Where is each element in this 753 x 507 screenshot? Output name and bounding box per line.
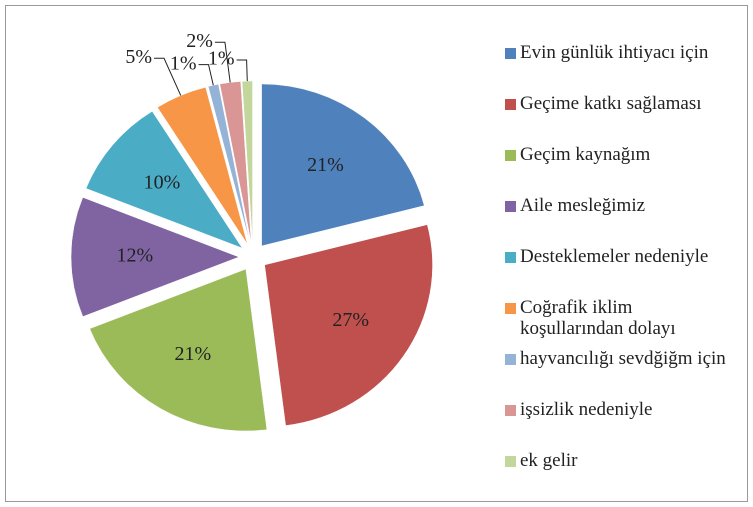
data-label: 10%: [144, 172, 181, 194]
legend-swatch: [505, 150, 516, 161]
legend-label: Evin günlük ihtiyacı için: [520, 42, 709, 63]
pie-slice: [85, 110, 243, 249]
legend-item: işsizlik nedeniyle: [505, 399, 735, 450]
legend-item: Aile mesleğimiz: [505, 195, 735, 246]
legend-swatch: [505, 405, 516, 416]
legend-label: Desteklemeler nedeniyle: [520, 246, 709, 267]
pie-slice: [89, 268, 268, 432]
data-label: 1%: [170, 52, 197, 74]
data-label: 21%: [307, 154, 344, 176]
pie-slice: [70, 197, 240, 317]
pie-slice: [219, 81, 252, 244]
legend-label: Geçim kaynağım: [520, 144, 651, 165]
leader-line: [236, 59, 248, 82]
legend-item: hayvancılığı sevdğiğm için: [505, 348, 735, 399]
legend-item: Coğrafik iklim koşullarından dolayı: [505, 297, 735, 348]
legend-label: işsizlik nedeniyle: [520, 399, 653, 420]
legend-item: Geçim kaynağım: [505, 144, 735, 195]
legend-item: ek gelir: [505, 450, 735, 501]
pie-slice: [157, 86, 248, 245]
legend-label: hayvancılığı sevdğiğm için: [520, 348, 726, 369]
legend-swatch: [505, 354, 516, 365]
leader-line: [214, 41, 231, 83]
legend-label: Aile mesleğimiz: [520, 195, 646, 216]
legend-label: Geçime katkı sağlaması: [520, 93, 702, 114]
pie-slice: [264, 224, 433, 426]
data-label: 27%: [332, 309, 369, 331]
legend: Evin günlük ihtiyacı için Geçime katkı sa…: [505, 42, 735, 501]
legend-item: Geçime katkı sağlaması: [505, 93, 735, 144]
data-label: 21%: [175, 343, 212, 365]
legend-label: ek gelir: [520, 450, 578, 471]
legend-swatch: [505, 456, 516, 467]
legend-swatch: [505, 201, 516, 212]
data-label: 1%: [208, 48, 235, 70]
legend-swatch: [505, 48, 516, 59]
data-label: 5%: [125, 46, 152, 68]
legend-swatch: [505, 252, 516, 263]
legend-item: Evin günlük ihtiyacı için: [505, 42, 735, 93]
legend-item: Desteklemeler nedeniyle: [505, 246, 735, 297]
legend-label: Coğrafik iklim koşullarından dolayı: [520, 297, 676, 339]
legend-swatch: [505, 303, 516, 314]
leader-line: [198, 64, 214, 86]
pie-slice: [261, 83, 425, 247]
leader-line: [154, 57, 182, 96]
data-label: 2%: [186, 30, 213, 52]
legend-swatch: [505, 99, 516, 110]
data-label: 12%: [117, 245, 154, 267]
